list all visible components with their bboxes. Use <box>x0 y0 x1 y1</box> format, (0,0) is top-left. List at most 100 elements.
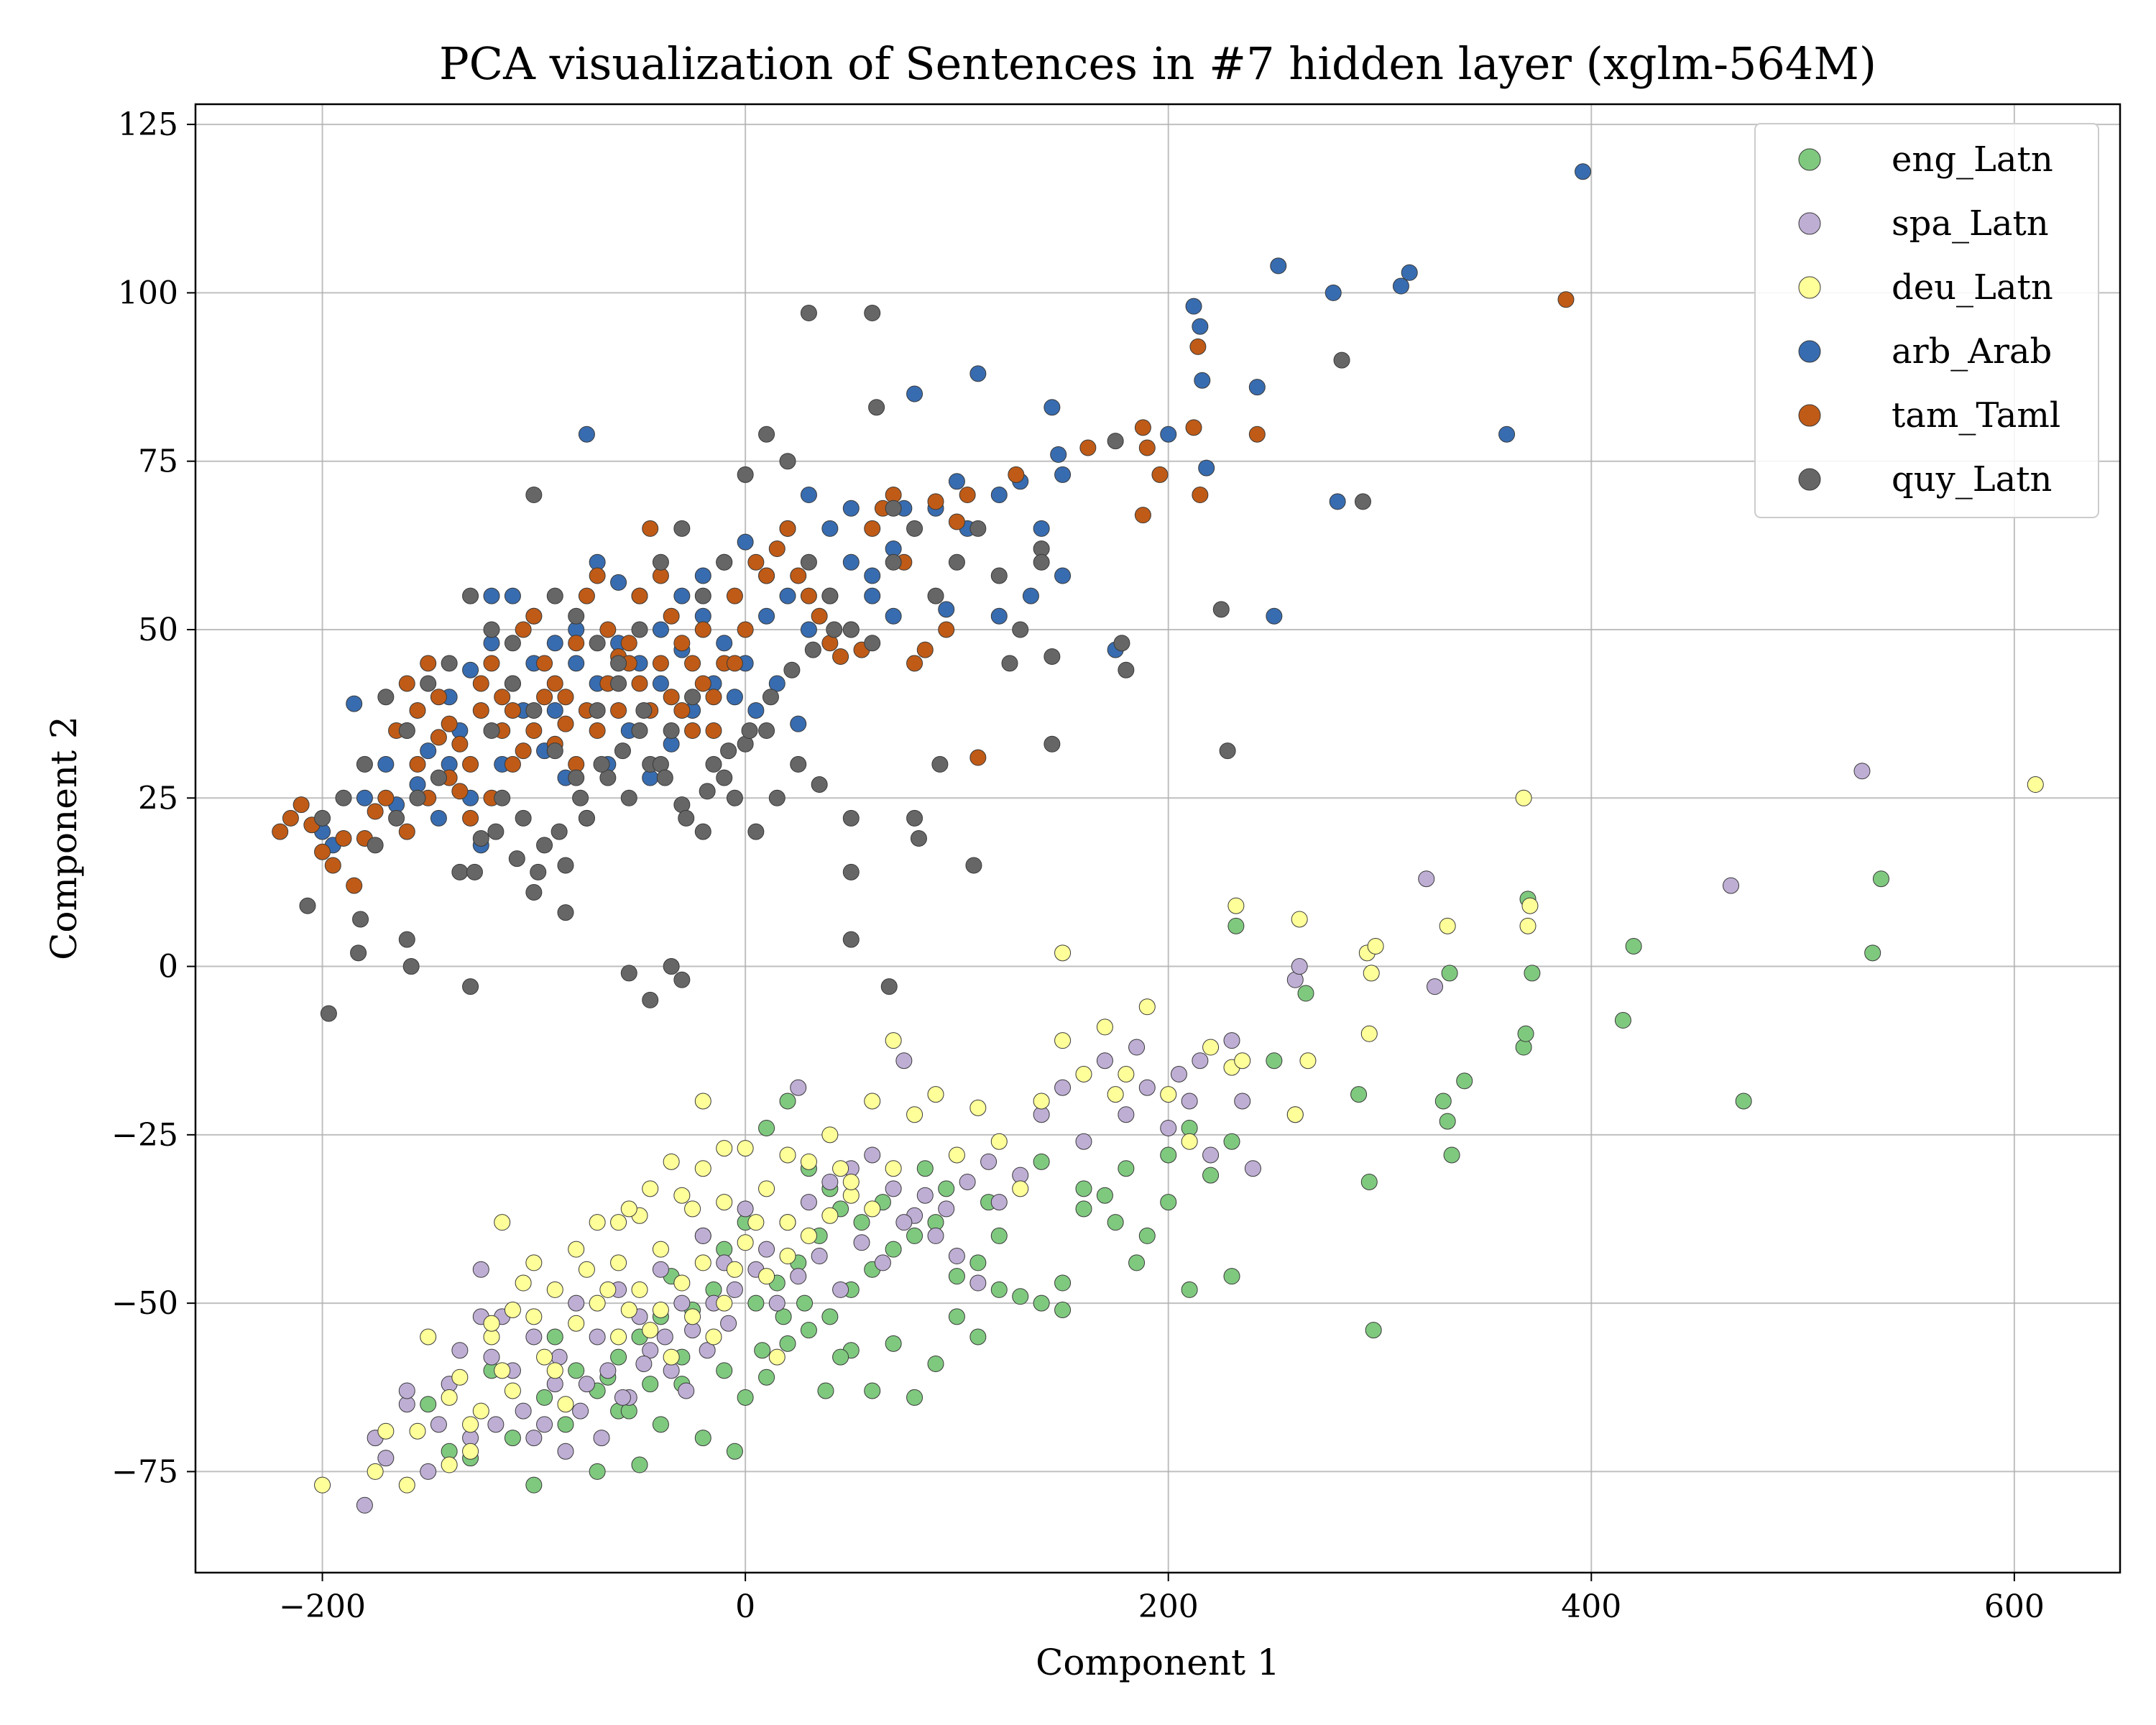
data-point <box>1118 1106 1135 1123</box>
data-point <box>948 553 965 571</box>
data-point <box>346 695 363 712</box>
data-point <box>568 769 585 786</box>
data-point <box>758 607 775 625</box>
data-point <box>504 1430 521 1447</box>
data-point <box>1234 1092 1251 1110</box>
data-point <box>1439 1113 1456 1130</box>
data-point <box>504 587 521 604</box>
data-point <box>779 520 796 537</box>
data-point <box>568 1241 585 1258</box>
legend-marker <box>1798 148 1821 171</box>
data-point <box>864 1382 881 1399</box>
data-point <box>635 1355 653 1372</box>
data-point <box>1189 338 1207 355</box>
data-point <box>1107 1086 1124 1103</box>
legend-marker <box>1798 212 1821 235</box>
data-point <box>737 1234 754 1251</box>
data-point <box>430 809 447 827</box>
data-point <box>885 500 902 517</box>
data-point <box>652 1416 669 1433</box>
y-tick-label: 125 <box>118 106 178 143</box>
data-point <box>969 1254 987 1271</box>
data-point <box>1365 1322 1382 1339</box>
legend-label: arb_Arab <box>1892 331 2052 372</box>
data-point <box>694 823 711 840</box>
data-point <box>800 1227 817 1244</box>
data-point <box>314 1476 331 1494</box>
data-point <box>1044 648 1061 665</box>
data-point <box>990 567 1008 584</box>
data-point <box>515 1402 532 1420</box>
data-point <box>631 675 648 692</box>
data-point <box>842 621 860 638</box>
data-point <box>906 655 923 672</box>
data-point <box>927 1086 944 1103</box>
data-point <box>1443 1146 1460 1164</box>
data-point <box>800 621 817 638</box>
data-point <box>758 722 775 740</box>
data-point <box>462 661 479 678</box>
data-point <box>1054 567 1072 584</box>
series-spa_Latn <box>356 763 1871 1514</box>
x-axis-label: Component 1 <box>1036 1642 1280 1683</box>
chart-title: PCA visualization of Sentences in #7 hid… <box>439 37 1876 90</box>
data-point <box>1185 419 1202 436</box>
data-point <box>352 911 369 928</box>
data-point <box>694 675 711 692</box>
data-point <box>292 796 310 814</box>
data-point <box>398 1476 415 1494</box>
data-point <box>1227 897 1245 914</box>
data-point <box>779 1214 796 1231</box>
data-point <box>705 755 722 773</box>
data-point <box>409 702 426 719</box>
data-point <box>398 722 415 740</box>
data-point <box>948 1146 965 1164</box>
legend-box <box>1754 123 2099 518</box>
data-point <box>885 607 902 625</box>
data-point <box>546 587 563 604</box>
data-point <box>1033 520 1050 537</box>
data-point <box>483 1315 500 1332</box>
legend-label: tam_Taml <box>1892 395 2060 436</box>
data-point <box>768 789 786 806</box>
data-point <box>525 1476 543 1494</box>
data-point <box>388 809 405 827</box>
data-point <box>1299 1052 1317 1070</box>
data-point <box>525 1430 543 1447</box>
data-point <box>1401 264 1418 281</box>
data-point <box>546 702 563 719</box>
data-point <box>398 823 415 840</box>
data-point <box>684 689 701 706</box>
legend-label: spa_Latn <box>1892 203 2049 244</box>
data-point <box>790 715 807 732</box>
data-point <box>1392 277 1409 295</box>
data-point <box>716 1362 733 1379</box>
data-point <box>842 809 860 827</box>
data-point <box>969 1099 987 1116</box>
data-point <box>694 1160 711 1177</box>
data-point <box>1291 911 1308 928</box>
data-point <box>346 877 363 894</box>
data-point <box>494 1214 511 1231</box>
data-point <box>864 305 881 322</box>
data-point <box>642 1342 659 1359</box>
data-point <box>568 1294 585 1312</box>
data-point <box>1033 1092 1050 1110</box>
data-point <box>472 702 489 719</box>
data-point <box>430 729 447 746</box>
legend-marker <box>1798 276 1821 299</box>
data-point <box>747 702 765 719</box>
data-point <box>525 607 543 625</box>
data-point <box>356 789 373 806</box>
data-point <box>1170 1066 1187 1083</box>
data-point <box>441 715 458 732</box>
data-point <box>673 702 691 719</box>
data-point <box>853 1214 870 1231</box>
data-point <box>568 635 585 652</box>
data-point <box>578 426 595 443</box>
data-point <box>398 675 415 692</box>
data-point <box>684 1200 701 1218</box>
data-point <box>1325 284 1342 301</box>
data-point <box>1723 877 1740 894</box>
data-point <box>1079 439 1097 456</box>
